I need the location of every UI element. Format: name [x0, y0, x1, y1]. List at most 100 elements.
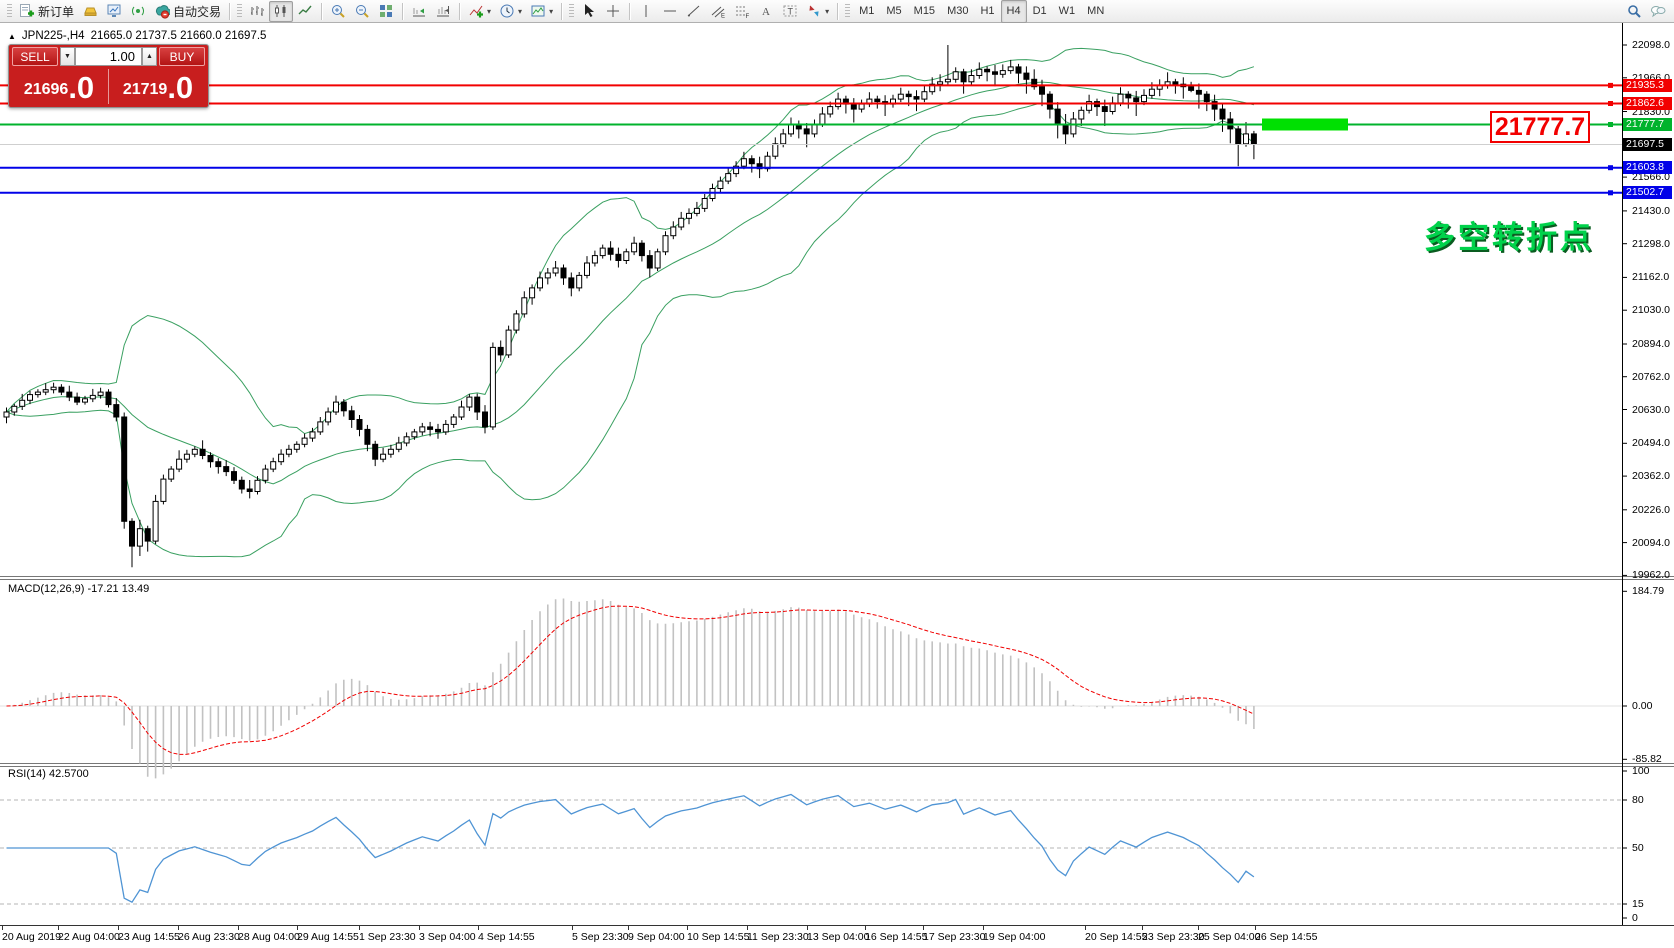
autotrading-button[interactable]: 自动交易 [150, 1, 225, 22]
one-click-trade-panel: SELL ▼ ▲ BUY 21696.0 21719.0 [8, 44, 209, 108]
crosshair-button[interactable] [601, 1, 625, 22]
zoom-out-button[interactable] [350, 1, 374, 22]
price-tag: 21777.7 [1623, 118, 1672, 131]
buy-button[interactable]: BUY [159, 47, 205, 66]
community-button[interactable] [1646, 1, 1670, 22]
chart-line-button[interactable] [293, 1, 317, 22]
text-button[interactable]: A [754, 1, 778, 22]
templates-button[interactable]: ▾ [526, 1, 557, 22]
time-tick [628, 926, 629, 930]
time-tick [983, 926, 984, 930]
rsi-tick-label: 50 [1632, 842, 1644, 854]
zoom-in-button[interactable] [326, 1, 350, 22]
timeframe-mn[interactable]: MN [1087, 5, 1105, 17]
time-label: 19 Sep 04:00 [983, 931, 1046, 943]
search-button[interactable] [1622, 1, 1646, 22]
svg-text:T: T [788, 7, 794, 17]
new-order-button[interactable]: 新订单 [15, 1, 78, 22]
search-icon [1626, 3, 1642, 19]
time-axis[interactable]: 20 Aug 2019 22 Aug 04:00 23 Aug 14:55 26 Au… [0, 925, 1674, 948]
tile-windows-button[interactable] [374, 1, 398, 22]
time-label: 10 Sep 14:55 [687, 931, 750, 943]
volume-input[interactable] [75, 47, 142, 66]
indicators-icon [468, 3, 484, 19]
volume-increase-button[interactable]: ▲ [142, 47, 157, 66]
chart-autoscroll-button[interactable] [431, 1, 455, 22]
time-label: 26 Sep 14:55 [1255, 931, 1318, 943]
time-tick [865, 926, 866, 930]
turning-point-annotation[interactable]: 多空转折点 [1424, 220, 1594, 255]
price-tick-label: 21298.0 [1632, 237, 1670, 250]
candles-layer [3, 45, 1257, 568]
equidistant-channel-button[interactable]: E [706, 1, 730, 22]
timeframe-h4[interactable]: H4 [1000, 0, 1027, 23]
time-tick [238, 926, 239, 930]
macd-tick-label: -85.82 [1632, 753, 1662, 765]
timeframe-m15[interactable]: M15 [913, 5, 936, 17]
indicators-button[interactable]: ▾ [464, 1, 495, 22]
timeframe-m5[interactable]: M5 [886, 5, 902, 17]
time-label: 22 Aug 04:00 [58, 931, 120, 943]
candles-icon [273, 3, 289, 19]
chart-svg[interactable] [0, 23, 1674, 925]
time-label: 23 Sep 23:30 [1142, 931, 1205, 943]
sell-price[interactable]: 21696.0 [23, 70, 95, 105]
dropdown-caret-icon: ▾ [825, 6, 830, 16]
time-label: 9 Sep 04:00 [628, 931, 685, 943]
svg-text:A: A [762, 6, 770, 18]
chart-shift-button[interactable] [407, 1, 431, 22]
text-label-button[interactable]: T [778, 1, 802, 22]
rsi-tick-label: 80 [1632, 794, 1644, 806]
chart-header: ▲ JPN225-,H4 21665.0 21737.5 21660.0 216… [8, 30, 266, 42]
toolbar-separator [629, 2, 631, 20]
timeframe-w1[interactable]: W1 [1058, 5, 1076, 17]
price-axis[interactable]: 22098.021966.021830.021698.021566.021430… [1623, 23, 1674, 925]
time-label: 16 Sep 14:55 [865, 931, 928, 943]
time-tick [1085, 926, 1086, 930]
time-tick [572, 926, 573, 930]
horizontal-level-lines[interactable] [0, 82, 1622, 196]
price-tag: 21862.6 [1623, 97, 1672, 110]
fibonacci-button[interactable]: F [730, 1, 754, 22]
arrows-button[interactable]: ▾ [802, 1, 833, 22]
time-tick [1255, 926, 1256, 930]
time-label: 4 Sep 14:55 [478, 931, 535, 943]
price-tick-label: 22098.0 [1632, 39, 1670, 51]
price-callout-label[interactable]: 21777.7 [1490, 111, 1590, 143]
timeframe-m30[interactable]: M30 [947, 5, 969, 17]
time-label: 17 Sep 23:30 [923, 931, 986, 943]
collapse-panel-icon[interactable]: ▲ [8, 31, 16, 41]
toolbar-button-gold[interactable] [78, 1, 102, 22]
rsi-tick-label: 0 [1632, 912, 1638, 924]
time-tick [2, 926, 3, 930]
horizontal-line-button[interactable] [658, 1, 682, 22]
price-tick-label: 20762.0 [1632, 370, 1670, 383]
trendline-button[interactable] [682, 1, 706, 22]
sell-button[interactable]: SELL [12, 47, 58, 66]
market-icon [106, 3, 122, 19]
signals-button[interactable] [126, 1, 150, 22]
pane-dividers[interactable] [0, 23, 1674, 925]
gold-icon [82, 3, 98, 19]
time-label: 26 Aug 23:30 [178, 931, 240, 943]
chart-candles-button[interactable] [269, 0, 294, 22]
vertical-line-button[interactable] [634, 1, 658, 22]
timeframe-m1[interactable]: M1 [859, 5, 875, 17]
bars-icon [249, 3, 265, 19]
price-tick-label: 19962.0 [1632, 569, 1670, 582]
periods-button[interactable]: ▾ [495, 1, 526, 22]
time-label: 13 Sep 04:00 [807, 931, 870, 943]
timeframe-d1[interactable]: D1 [1032, 5, 1047, 17]
buy-price[interactable]: 21719.0 [122, 70, 194, 105]
volume-decrease-button[interactable]: ▼ [60, 47, 75, 66]
label-icon: T [782, 3, 798, 19]
time-label: 23 Aug 14:55 [118, 931, 180, 943]
macd-indicator-label: MACD(12,26,9) -17.21 13.49 [8, 583, 150, 595]
cursor-button[interactable] [577, 1, 601, 22]
time-tick [1142, 926, 1143, 930]
rsi-tick-label: 15 [1632, 898, 1644, 910]
chart-bars-button[interactable] [245, 1, 269, 22]
timeframe-h1[interactable]: H1 [980, 5, 995, 17]
market-watch-button[interactable] [102, 1, 126, 22]
templates-icon [530, 3, 546, 19]
